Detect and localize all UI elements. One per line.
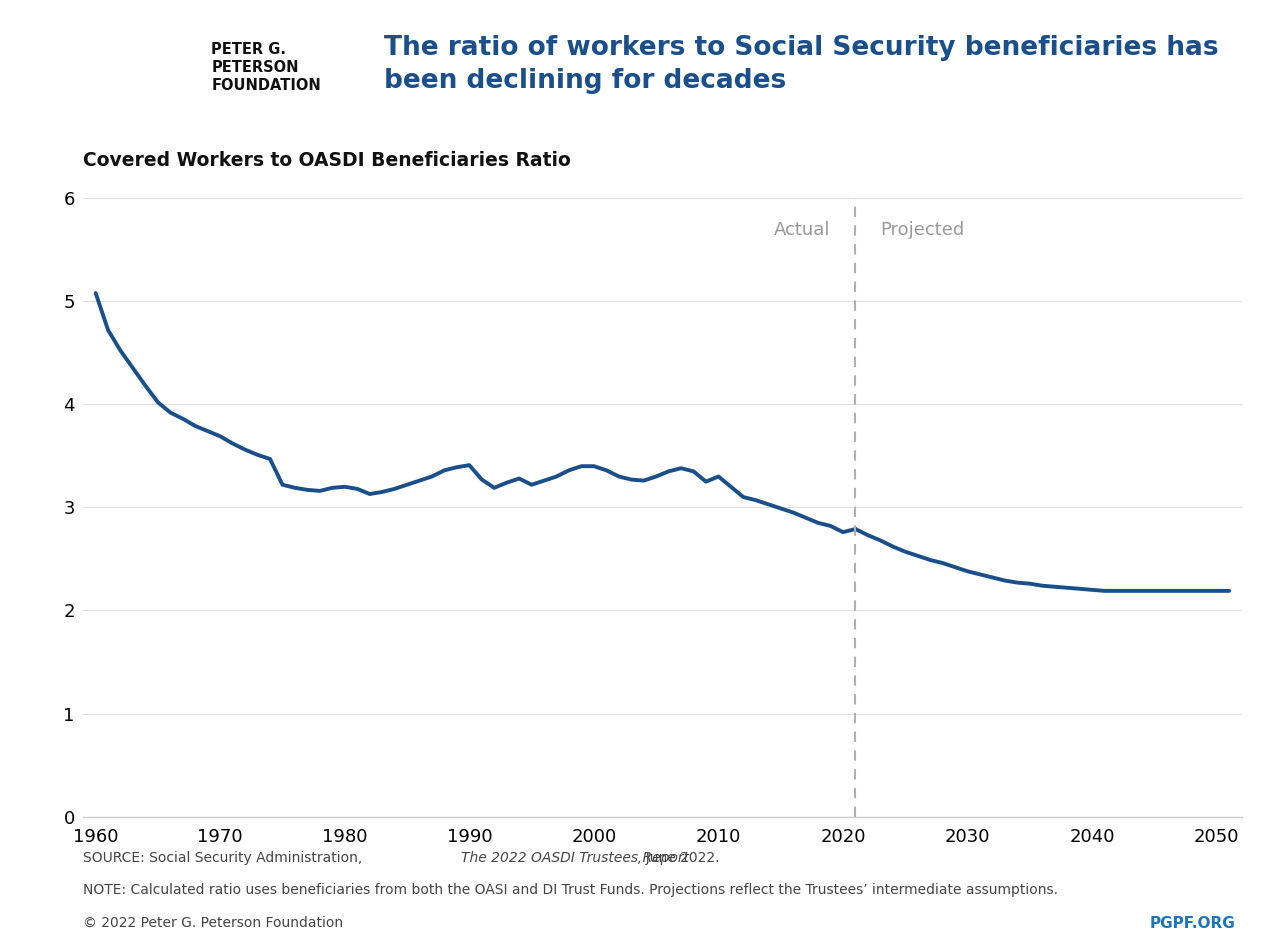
Text: Actual: Actual	[774, 221, 831, 239]
Polygon shape	[74, 74, 150, 86]
Text: SOURCE: Social Security Administration,: SOURCE: Social Security Administration,	[83, 851, 367, 866]
Text: Covered Workers to OASDI Beneficiaries Ratio: Covered Workers to OASDI Beneficiaries R…	[83, 151, 571, 170]
Text: PGPF.ORG: PGPF.ORG	[1149, 916, 1235, 931]
Text: The 2022 OASDI Trustees Report: The 2022 OASDI Trustees Report	[461, 851, 689, 866]
Bar	[101, 86, 123, 101]
Text: The ratio of workers to Social Security beneficiaries has
been declining for dec: The ratio of workers to Social Security …	[384, 35, 1219, 94]
Text: © 2022 Peter G. Peterson Foundation: © 2022 Peter G. Peterson Foundation	[83, 916, 343, 930]
Bar	[77, 101, 146, 108]
Polygon shape	[74, 38, 150, 72]
Text: NOTE: Calculated ratio uses beneficiaries from both the OASI and DI Trust Funds.: NOTE: Calculated ratio uses beneficiarie…	[83, 883, 1059, 897]
Text: Projected: Projected	[881, 221, 965, 239]
Text: PETER G.
PETERSON
FOUNDATION: PETER G. PETERSON FOUNDATION	[211, 42, 321, 93]
Text: , June 2022.: , June 2022.	[637, 851, 719, 866]
